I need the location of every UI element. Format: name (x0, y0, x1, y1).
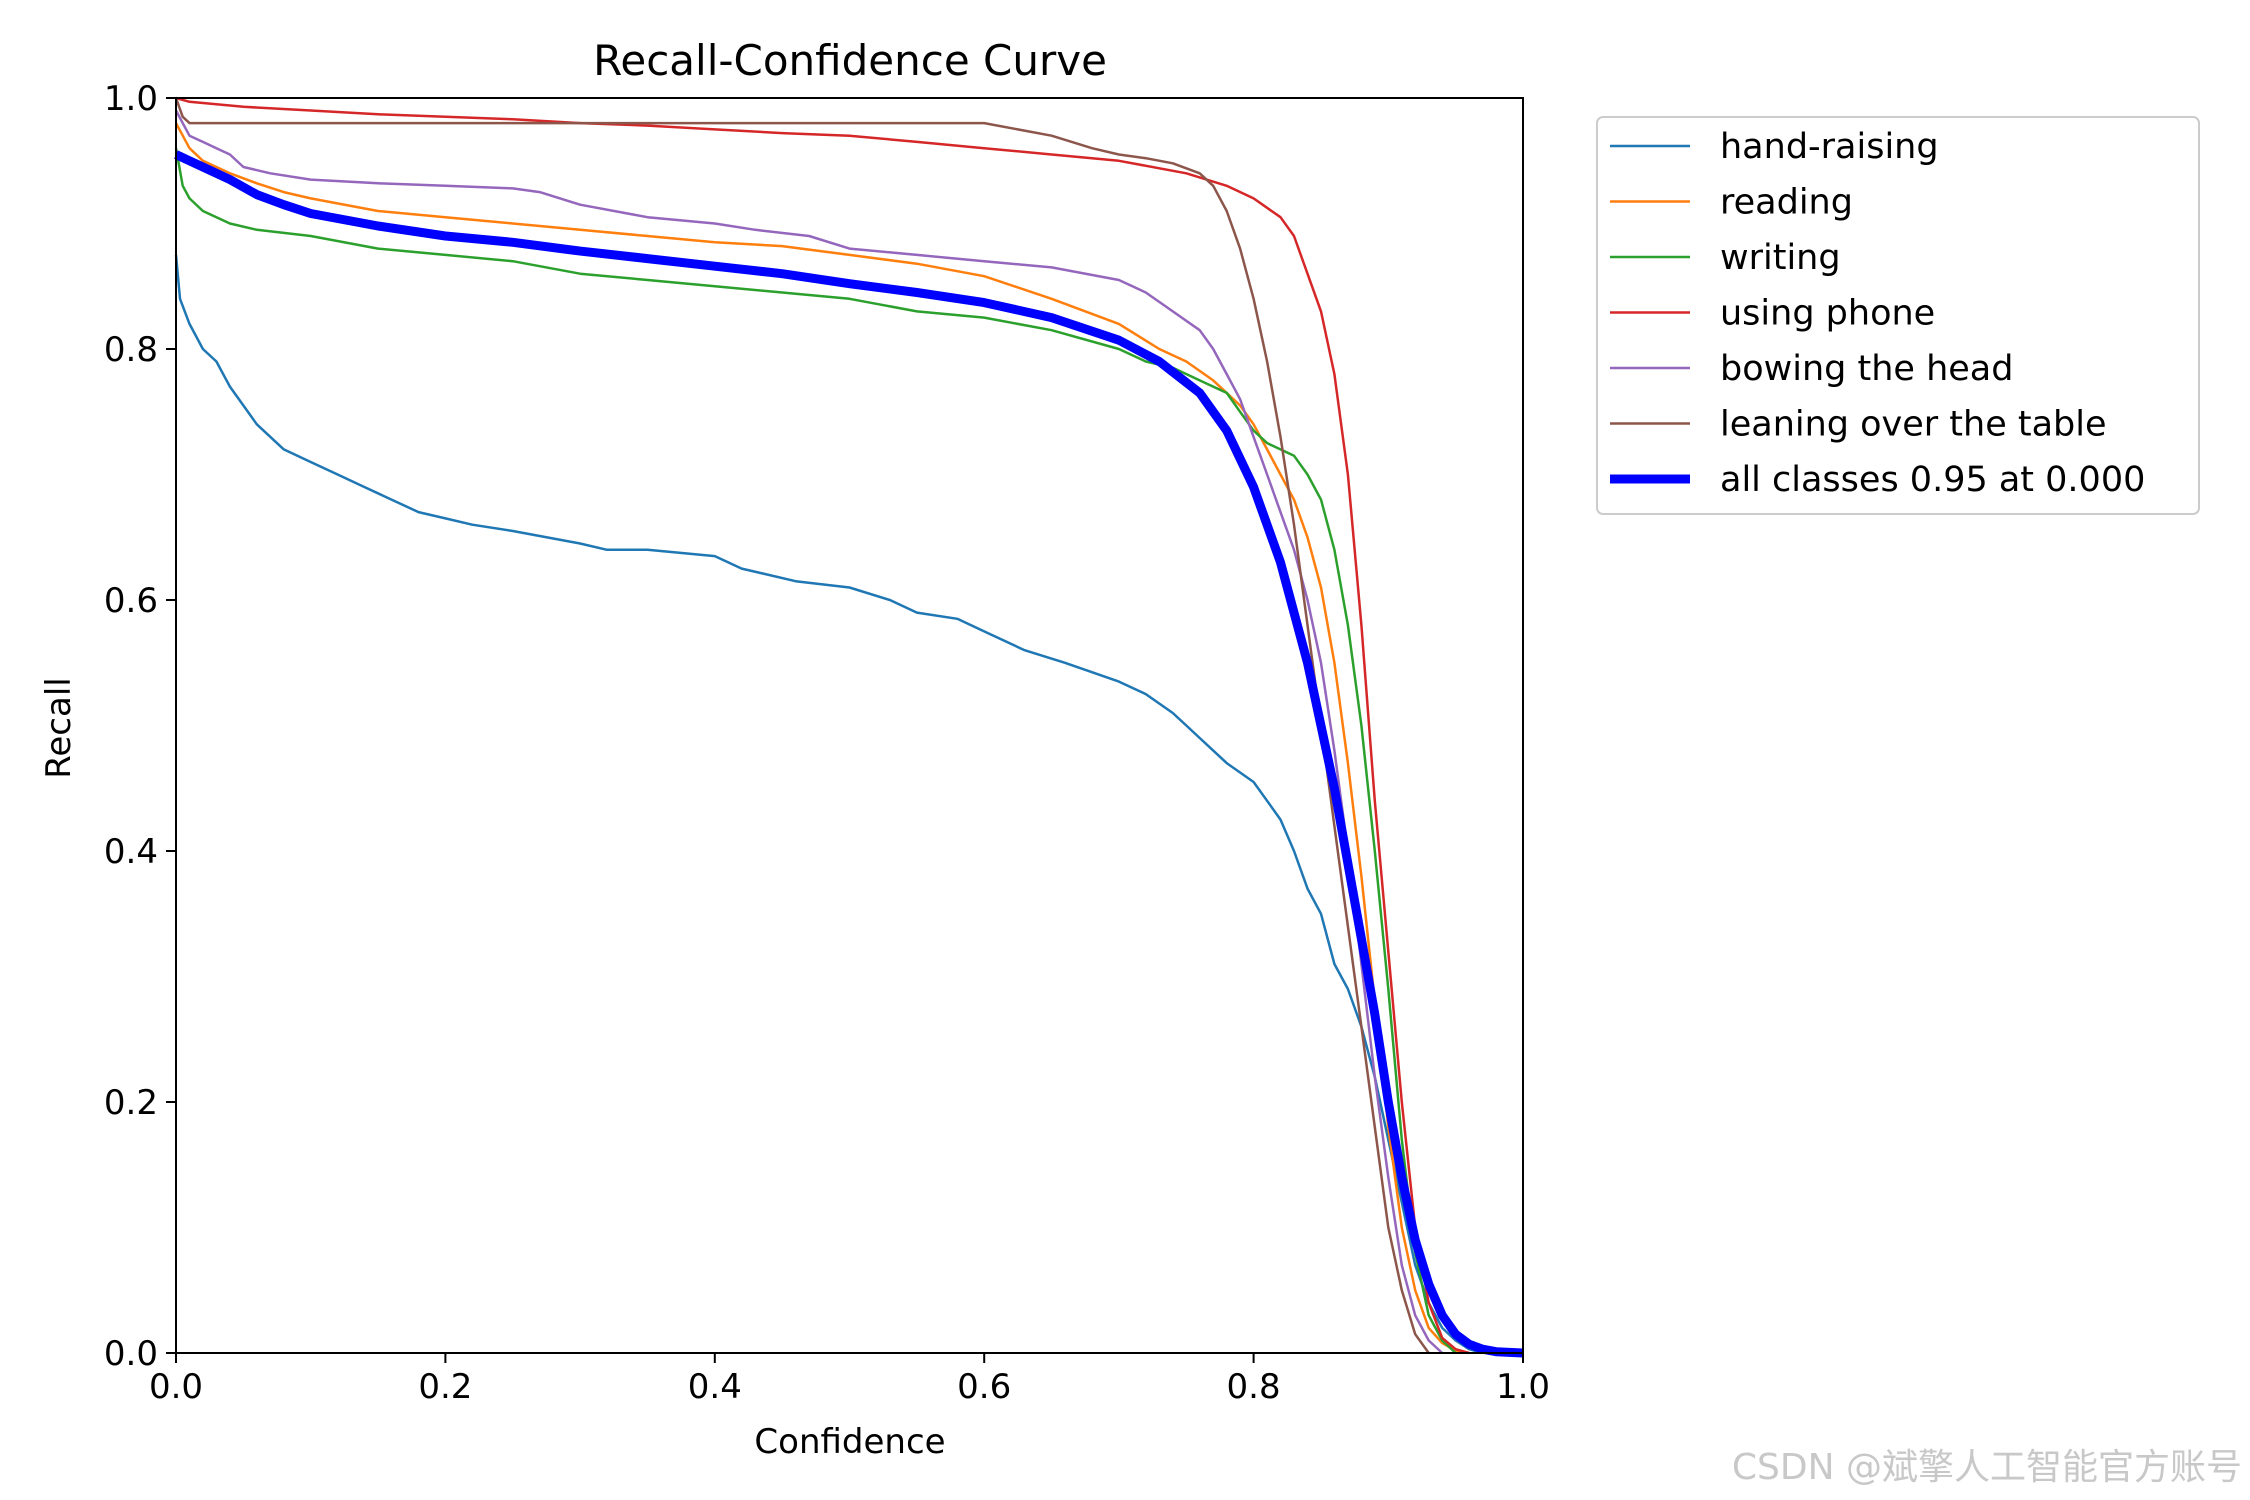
y-tick-label: 0.8 (104, 330, 158, 370)
x-tick-label: 0.6 (957, 1367, 1011, 1407)
y-tick-label: 0.2 (104, 1083, 158, 1123)
x-tick-label: 1.0 (1496, 1367, 1550, 1407)
chart-title: Recall-Confidence Curve (593, 36, 1107, 85)
watermark-text: CSDN @斌擎人工智能官方账号 (1731, 1447, 2242, 1488)
y-tick-label: 0.0 (104, 1334, 158, 1374)
y-tick-label: 1.0 (104, 79, 158, 119)
legend-label-4: bowing the head (1720, 349, 2013, 389)
y-axis-label: Recall (39, 677, 79, 778)
legend-label-3: using phone (1720, 294, 1935, 334)
legend-label-1: reading (1720, 183, 1853, 223)
series-line-6 (174, 150, 1524, 1358)
legend-label-5: leaning over the table (1720, 405, 2107, 445)
y-tick-label: 0.6 (104, 581, 158, 621)
legend-label-2: writing (1720, 238, 1841, 278)
legend-label-6: all classes 0.95 at 0.000 (1720, 460, 2145, 500)
x-axis-label: Confidence (754, 1422, 945, 1462)
legend: hand-raising reading writing using phone bow… (1596, 116, 2200, 515)
x-tick-label: 0.0 (149, 1367, 203, 1407)
legend-label-0: hand-raising (1720, 127, 1939, 167)
x-tick-label: 0.2 (418, 1367, 472, 1407)
x-tick-label: 0.8 (1227, 1367, 1281, 1407)
x-tick-label: 0.4 (688, 1367, 742, 1407)
series-line-5 (174, 97, 1430, 1354)
plot-frame (175, 97, 1524, 1354)
y-axis-ticks: 0.0 0.2 0.4 0.6 0.8 1.0 (104, 79, 176, 1374)
legend-frame (1596, 116, 2200, 515)
series-layer (174, 96, 1524, 1358)
x-axis-ticks: 0.0 0.2 0.4 0.6 0.8 1.0 (149, 1353, 1550, 1407)
y-tick-label: 0.4 (104, 832, 158, 872)
